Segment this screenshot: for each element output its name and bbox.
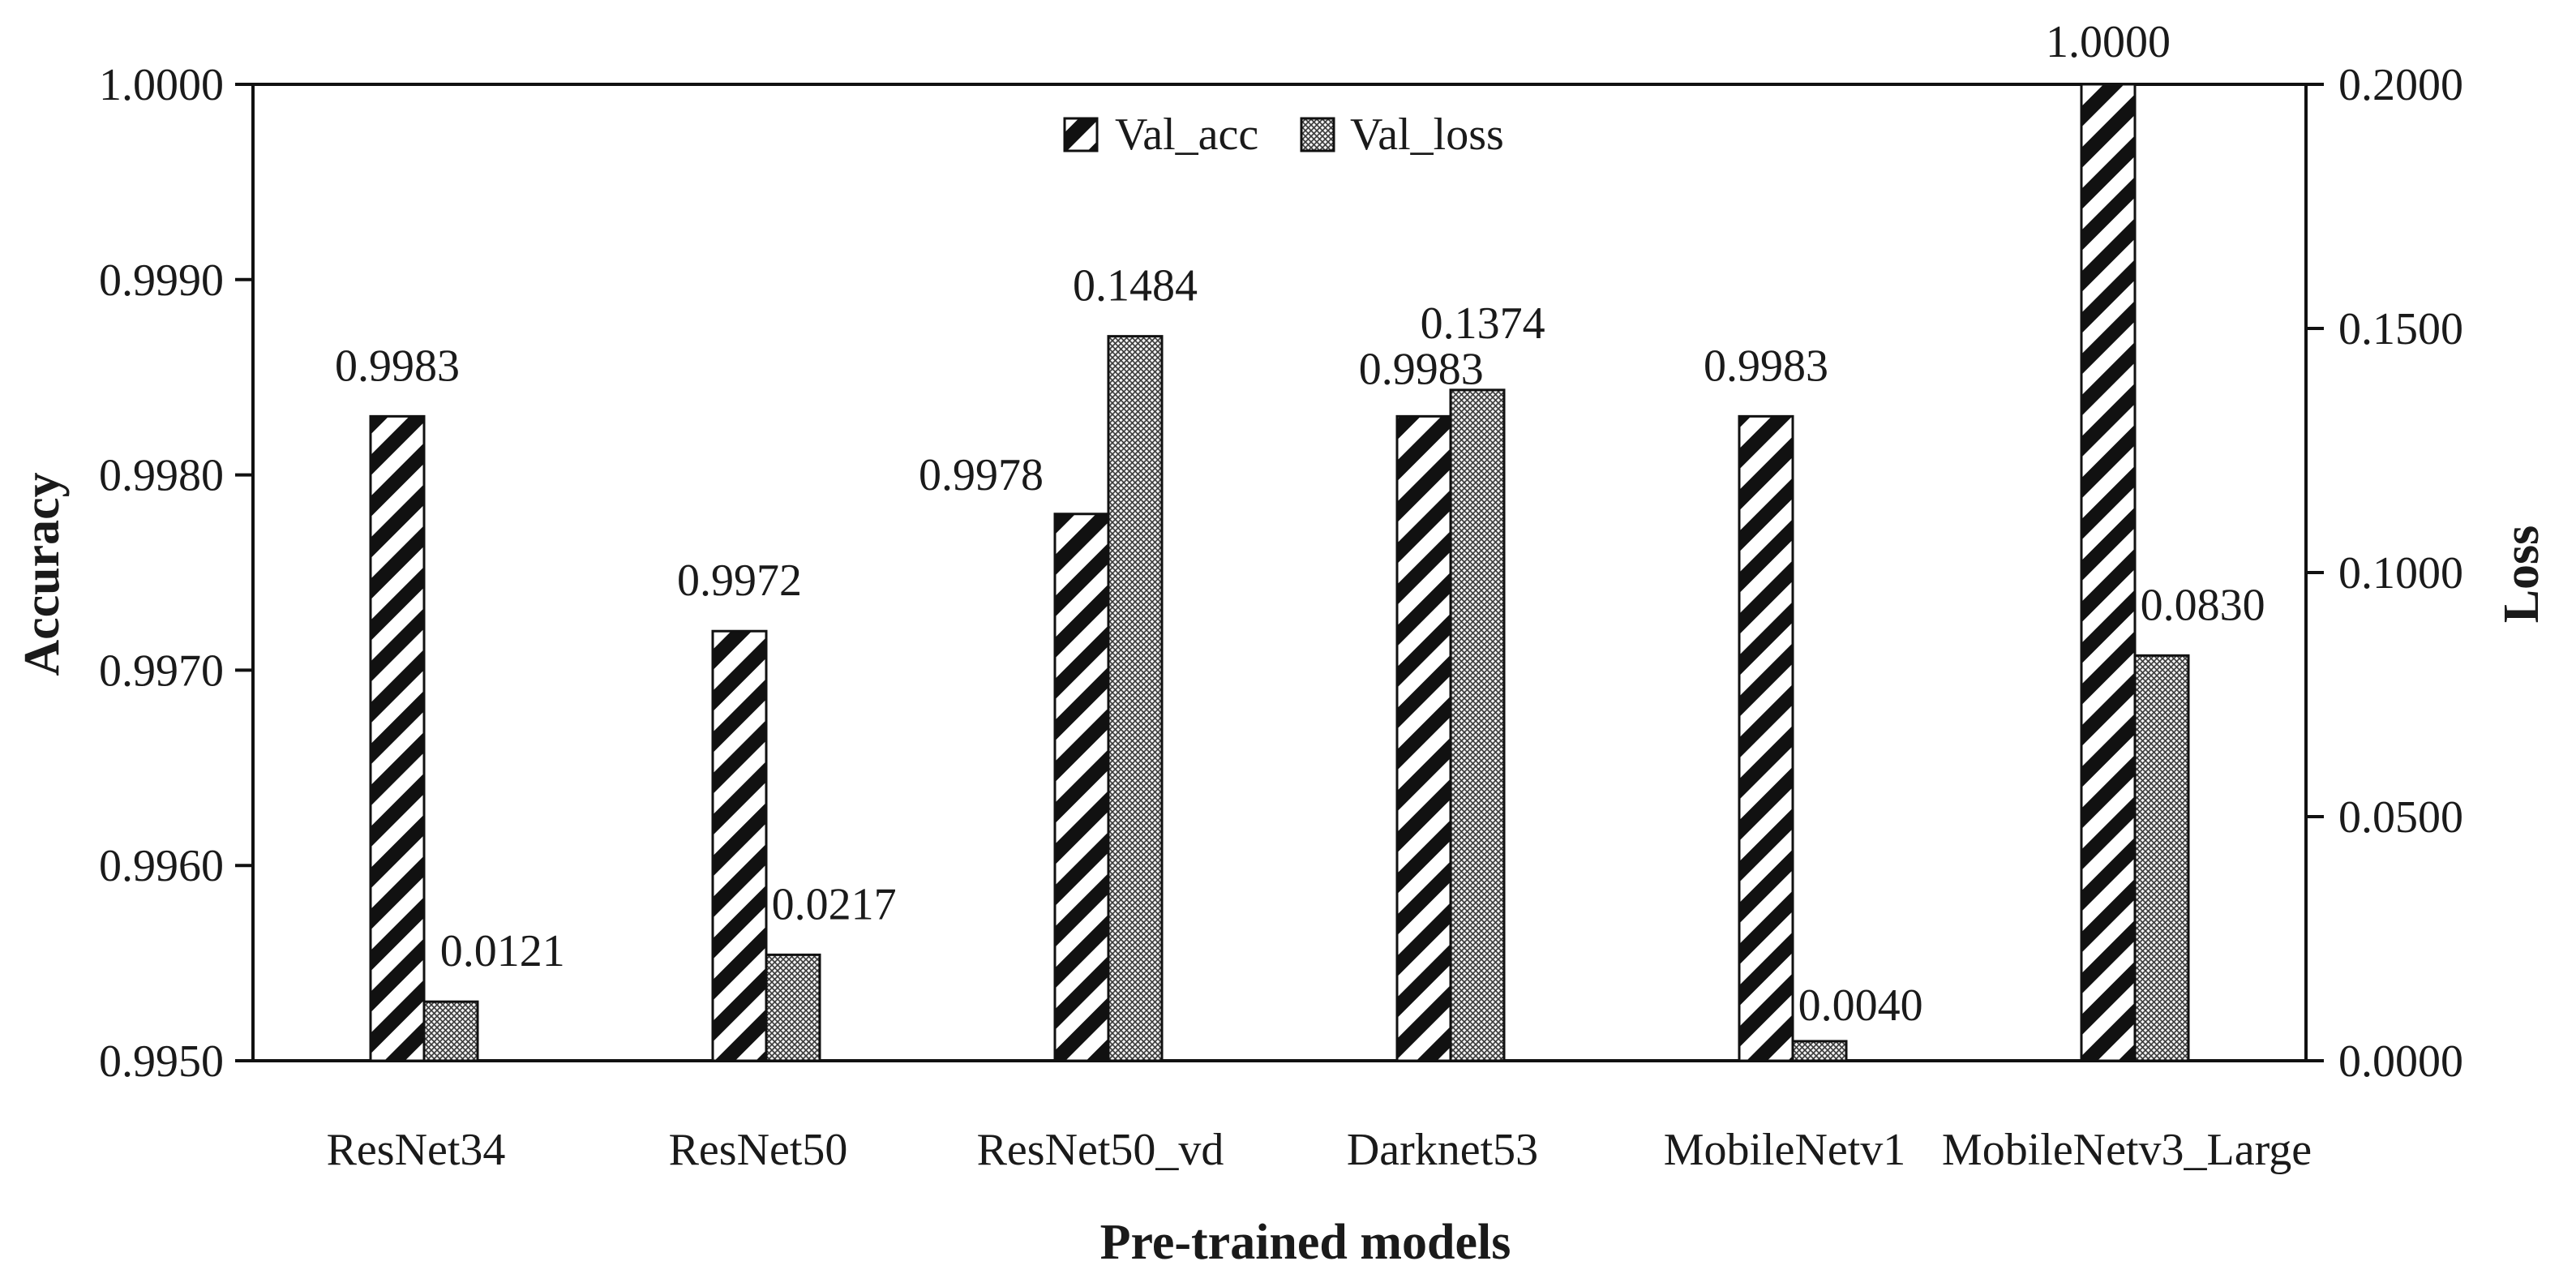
y2-tick-label: 0.1500 xyxy=(2338,304,2463,354)
data-label-val-loss-resnet34: 0.0121 xyxy=(440,926,565,976)
data-label-val-acc-resnet50-vd: 0.9978 xyxy=(919,450,1044,500)
y-axis-ticks: 0.9950 0.9960 0.9970 0.9980 0.9990 1.0000 xyxy=(99,60,253,1087)
data-label-val-loss-mobilenetv1: 0.0040 xyxy=(1798,980,1923,1031)
y2-tick-label: 0.2000 xyxy=(2338,60,2463,110)
y-tick-label: 0.9970 xyxy=(99,646,224,696)
y2-tick-label: 0.1000 xyxy=(2338,548,2463,598)
bar-val-loss-resnet34 xyxy=(422,1000,479,1062)
data-label-val-acc-darknet53: 0.9983 xyxy=(1359,344,1484,394)
legend-swatch-val-loss xyxy=(1300,117,1335,152)
data-label-val-acc-resnet50: 0.9972 xyxy=(677,556,802,606)
bar-val-loss-mobilenetv1 xyxy=(1791,1040,1848,1062)
bar-val-loss-darknet53 xyxy=(1449,388,1506,1062)
data-label-val-acc-mobilenetv3-large: 1.0000 xyxy=(2046,17,2171,67)
y-tick-label: 0.9980 xyxy=(99,451,224,501)
data-labels: 0.9983 0.0121 0.9972 0.0217 0.9978 0.1484 0.99… xyxy=(335,17,2265,1031)
bar-val-acc-mobilenetv3-large xyxy=(2080,83,2137,1062)
y-axis-title: Accuracy xyxy=(15,472,70,676)
data-label-val-acc-resnet34: 0.9983 xyxy=(335,341,460,391)
category-label-resnet50: ResNet50 xyxy=(669,1125,848,1175)
bar-val-acc-mobilenetv1 xyxy=(1738,414,1794,1062)
y-tick-label: 0.9950 xyxy=(99,1036,224,1087)
bar-val-acc-darknet53 xyxy=(1395,414,1452,1062)
bar-val-loss-resnet50 xyxy=(765,953,821,1062)
category-label-resnet34: ResNet34 xyxy=(327,1125,506,1175)
category-labels: ResNet34 ResNet50 ResNet50_vd Darknet53 Mobi… xyxy=(327,1125,2312,1175)
bar-val-loss-mobilenetv3-large xyxy=(2133,654,2190,1062)
category-label-mobilenetv3-large: MobileNetv3_Large xyxy=(1942,1125,2312,1175)
bar-val-acc-resnet34 xyxy=(369,414,426,1062)
legend-label-val-loss: Val_loss xyxy=(1350,109,1504,160)
category-label-darknet53: Darknet53 xyxy=(1347,1125,1538,1175)
y2-axis-ticks: 0.0000 0.0500 0.1000 0.1500 0.2000 xyxy=(2306,60,2463,1087)
data-label-val-loss-mobilenetv3-large: 0.0830 xyxy=(2141,580,2265,630)
legend-swatch-val-acc xyxy=(1063,117,1099,152)
legend-label-val-acc: Val_acc xyxy=(1115,109,1258,160)
data-label-val-acc-mobilenetv1: 0.9983 xyxy=(1704,341,1828,391)
data-label-val-loss-resnet50-vd: 0.1484 xyxy=(1073,261,1198,311)
y-tick-label: 0.9960 xyxy=(99,841,224,891)
category-label-resnet50-vd: ResNet50_vd xyxy=(977,1125,1224,1175)
bar-val-acc-resnet50 xyxy=(711,629,768,1062)
y2-tick-label: 0.0000 xyxy=(2338,1036,2463,1087)
data-label-val-loss-darknet53: 0.1374 xyxy=(1421,298,1545,349)
legend: Val_acc Val_loss xyxy=(1063,109,1504,160)
bar-val-acc-resnet50-vd xyxy=(1053,513,1110,1062)
y-tick-label: 0.9990 xyxy=(99,255,224,306)
bars xyxy=(369,83,2190,1062)
y2-axis-title: Loss xyxy=(2494,526,2549,624)
axes xyxy=(251,83,2308,1062)
x-axis-title: Pre-trained models xyxy=(1100,1215,1511,1270)
y2-tick-label: 0.0500 xyxy=(2338,792,2463,843)
data-label-val-loss-resnet50: 0.0217 xyxy=(772,879,897,929)
category-label-mobilenetv1: MobileNetv1 xyxy=(1664,1125,1906,1175)
bar-val-loss-resnet50-vd xyxy=(1107,335,1164,1062)
y-tick-label: 1.0000 xyxy=(99,60,224,110)
